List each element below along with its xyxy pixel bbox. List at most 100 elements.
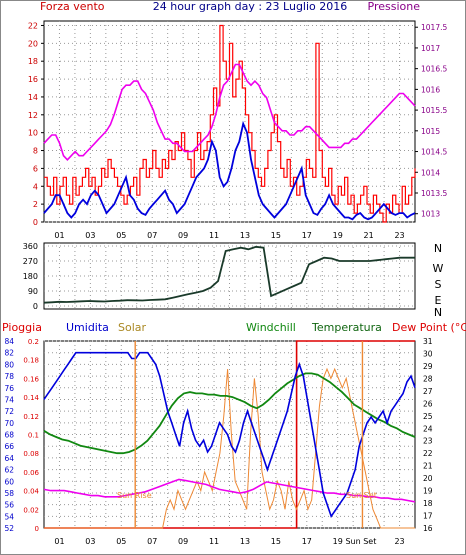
sunset-label: Sun Set xyxy=(346,491,377,500)
panel1-series xyxy=(43,24,416,223)
pressure-tick-label: 1017.5 xyxy=(421,23,447,32)
humidity-tick-label: 76 xyxy=(4,384,14,393)
hour-tick-label: 23 xyxy=(394,231,404,240)
temp-tick-label: 16 xyxy=(423,524,433,533)
humidity-tick-label: 72 xyxy=(4,407,14,416)
label-windchill: Windchill xyxy=(246,321,296,334)
pressure-tick-label: 1016.5 xyxy=(421,65,447,74)
compass-label: N xyxy=(434,306,442,319)
hour-tick-label: 15 xyxy=(271,537,281,546)
wind-tick-label: 12 xyxy=(28,111,38,120)
humidity-tick-label: 64 xyxy=(4,454,14,463)
panel2-grid xyxy=(44,243,415,309)
temp-tick-label: 24 xyxy=(423,424,433,433)
humidity-tick-label: 82 xyxy=(4,349,14,358)
sunrise-label: Sun Rise xyxy=(117,491,152,500)
hour-tick-label: 21 xyxy=(364,231,374,240)
temp-tick-label: 29 xyxy=(423,362,433,371)
direction-tick-label: 360 xyxy=(23,242,38,251)
humidity-tick-label: 68 xyxy=(4,431,14,440)
wind-tick-label: 2 xyxy=(33,200,38,209)
panel2-series xyxy=(43,245,415,304)
pressure-tick-label: 1017 xyxy=(421,44,440,53)
rain-tick-label: 0.02 xyxy=(23,506,39,514)
compass-label: W xyxy=(433,262,444,275)
hour-tick-label: 13 xyxy=(240,231,250,240)
pressure-tick-label: 1014 xyxy=(421,168,440,177)
wind-tick-label: 22 xyxy=(28,21,38,30)
pressure-tick-label: 1014.5 xyxy=(421,148,447,157)
humidity-tick-label: 70 xyxy=(4,419,14,428)
humidity-tick-label: 74 xyxy=(4,395,14,404)
panel2-left-axis: 0 90 180 270 360 xyxy=(23,242,38,311)
wind-tick-label: 0 xyxy=(33,218,38,227)
panel1-right-axis: 1013 1013.5 1014 1014.5 1015 1015.5 1016 1016.5… xyxy=(415,23,447,219)
hour-tick-label: 05 xyxy=(116,231,126,240)
pressure-tick-label: 1015.5 xyxy=(421,106,447,115)
panel3-series xyxy=(43,340,416,529)
hour-tick-label: 07 xyxy=(147,537,157,546)
direction-tick-label: 180 xyxy=(23,272,38,281)
temp-tick-label: 17 xyxy=(423,512,433,521)
rain-tick-label: 0.16 xyxy=(23,375,39,383)
temperature-line xyxy=(43,372,416,455)
hour-tick-label: 19 xyxy=(333,537,343,546)
temp-tick-label: 25 xyxy=(423,412,433,421)
temp-tick-label: 20 xyxy=(423,474,433,483)
wind-direction-line xyxy=(43,245,415,304)
header-wind-label: Forza vento xyxy=(40,0,105,13)
hour-tick-label: 09 xyxy=(178,537,188,546)
direction-tick-label: 0 xyxy=(33,302,38,311)
pressure-line xyxy=(43,63,416,161)
hour-tick-label: 11 xyxy=(209,537,219,546)
label-umidita: Umidita xyxy=(66,321,109,334)
panel1-left-axis: 0 2 4 6 8 10 12 14 16 18 20 22 xyxy=(28,21,44,227)
rain-tick-label: 0.2 xyxy=(28,338,39,346)
rain-tick-label: 0.04 xyxy=(23,488,39,496)
humidity-tick-label: 56 xyxy=(4,501,14,510)
humidity-tick-label: 80 xyxy=(4,360,14,369)
compass-label: S xyxy=(435,278,442,291)
hour-tick-label: 11 xyxy=(209,231,219,240)
wind-tick-label: 16 xyxy=(28,75,38,84)
temp-tick-label: 19 xyxy=(423,487,433,496)
panel3-rain-axis: 0 0.02 0.04 0.06 0.08 0.1 0.12 0.14 0.16 0.18 0.2 xyxy=(23,338,39,533)
rain-tick-label: 0.1 xyxy=(28,432,39,440)
compass-label: N xyxy=(434,242,442,255)
rain-tick-label: 0 xyxy=(35,525,39,533)
temp-tick-label: 28 xyxy=(423,374,433,383)
label-pioggia: Pioggia xyxy=(2,321,42,334)
humidity-tick-label: 58 xyxy=(4,489,14,498)
humidity-tick-label: 62 xyxy=(4,466,14,475)
temp-tick-label: 23 xyxy=(423,437,433,446)
temp-tick-label: 27 xyxy=(423,387,433,396)
wind-tick-label: 4 xyxy=(33,182,38,191)
rain-tick-label: 0.14 xyxy=(23,394,39,402)
hour-tick-label: 09 xyxy=(178,231,188,240)
hour-tick-label: 19 xyxy=(333,231,343,240)
rain-tick-label: 0.06 xyxy=(23,469,39,477)
compass-label: E xyxy=(435,294,442,307)
panel3-humidity-axis: 52 54 56 58 60 62 64 66 68 70 72 74 76 78 80 82 84 xyxy=(4,337,14,533)
hour-tick-label: 07 xyxy=(147,231,157,240)
humidity-tick-label: 54 xyxy=(4,512,14,521)
wind-average-line xyxy=(43,120,416,221)
sunset-axis-label: Sun Set xyxy=(345,537,376,546)
pressure-tick-label: 1013.5 xyxy=(421,189,447,198)
rain-tick-label: 0.12 xyxy=(23,413,39,421)
wind-pressure-panel: 0 2 4 6 8 10 12 14 16 18 20 22 1013 1013.5 1014 1014.5… xyxy=(28,20,447,240)
hour-tick-label: 17 xyxy=(302,231,312,240)
pressure-tick-label: 1016 xyxy=(421,85,440,94)
pressure-tick-label: 1013 xyxy=(421,210,440,219)
humidity-line xyxy=(43,351,416,519)
hour-tick-label: 03 xyxy=(85,231,95,240)
temp-tick-label: 22 xyxy=(423,449,433,458)
pressure-tick-label: 1015 xyxy=(421,127,440,136)
hour-tick-label: 13 xyxy=(240,537,250,546)
label-dewpoint: Dew Point (°C) xyxy=(392,321,466,334)
wind-tick-label: 18 xyxy=(28,57,38,66)
hour-tick-label: 03 xyxy=(85,537,95,546)
